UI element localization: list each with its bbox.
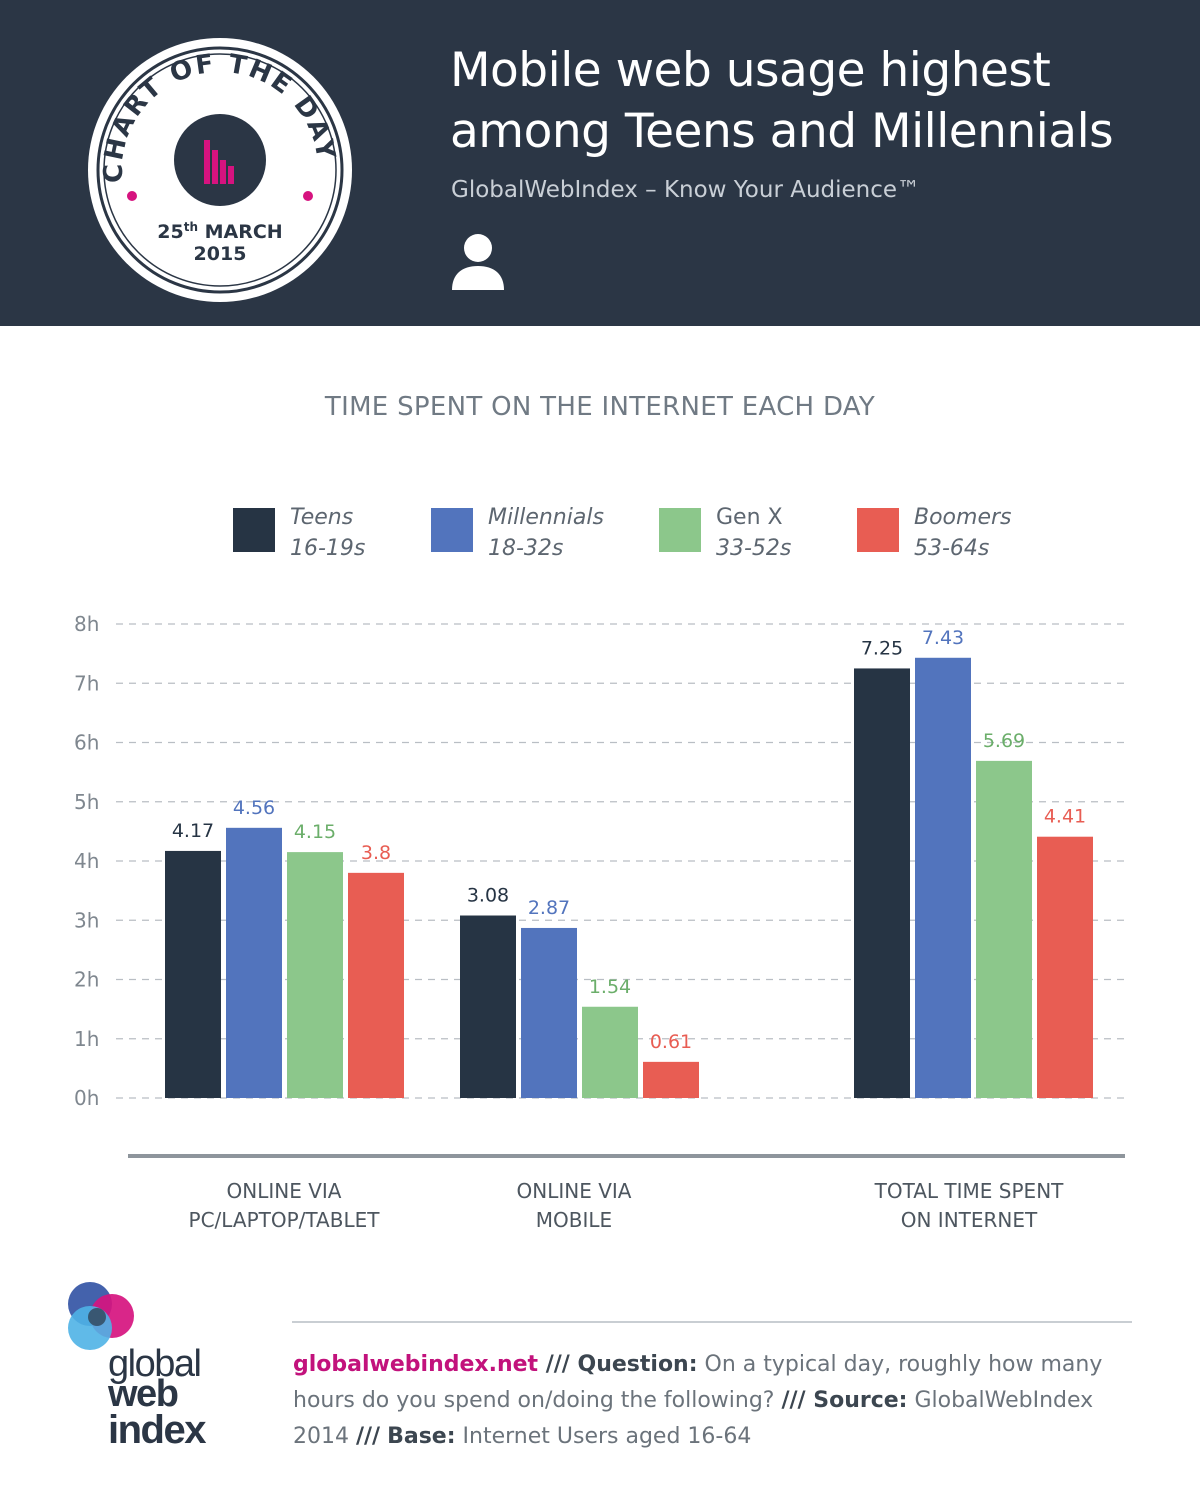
y-tick-label: 7h [74, 671, 99, 695]
title-line-1: Mobile web usage highest [450, 43, 1051, 98]
category-label: ONLINE VIA [517, 1179, 632, 1203]
y-tick-label: 6h [74, 731, 99, 755]
bar-boomers [643, 1061, 699, 1098]
y-tick-label: 5h [74, 790, 99, 814]
y-tick-label: 2h [74, 968, 99, 992]
badge-month: MARCH [205, 221, 283, 243]
data-label: 4.41 [1044, 806, 1086, 828]
separator: /// [355, 1424, 381, 1449]
y-tick-label: 3h [74, 908, 99, 932]
legend-name: Millennials [488, 505, 604, 530]
logo-line-1: global [108, 1343, 200, 1385]
logo-line-2: web [107, 1373, 178, 1415]
data-label: 4.15 [294, 821, 336, 843]
page-title: Mobile web usage highest among Teens and… [450, 40, 1170, 162]
y-tick-label: 4h [74, 849, 99, 873]
legend-name: Gen X [716, 505, 783, 530]
category-label: TOTAL TIME SPENT [874, 1179, 1065, 1203]
legend-range: 18-32s [488, 536, 564, 561]
legend-range: 33-52s [716, 536, 792, 561]
category-label: MOBILE [536, 1208, 612, 1232]
person-icon [452, 234, 504, 290]
source-label: Source: [813, 1388, 908, 1413]
bar-teens [165, 850, 221, 1098]
base-text: Internet Users aged 16-64 [455, 1424, 752, 1449]
bar-boomers [1037, 836, 1093, 1098]
bar-millennials [521, 927, 577, 1098]
legend-swatch [659, 508, 701, 552]
bar-teens [854, 668, 910, 1098]
data-label: 7.43 [922, 627, 964, 649]
source-text: GlobalWebIndex 2014 [293, 1388, 1094, 1449]
data-label: 4.17 [172, 820, 214, 842]
base-label: Base: [387, 1424, 456, 1449]
globalwebindex-logo: global web index [68, 1282, 208, 1452]
svg-text:25th MARCH: 25th MARCH [157, 220, 282, 243]
data-label: 7.25 [861, 637, 903, 659]
separator: /// [538, 1352, 578, 1377]
footer-divider [292, 1321, 1132, 1323]
data-label: 2.87 [528, 897, 570, 919]
chart-of-the-day-badge: CHART OF THE DAY 25th MARCH 2015 [87, 37, 352, 302]
site-link[interactable]: globalwebindex.net [293, 1352, 539, 1377]
bar-millennials [226, 827, 282, 1098]
badge-day: 25 [157, 221, 183, 243]
y-tick-label: 0h [74, 1086, 99, 1110]
question-label: Question: [577, 1352, 698, 1377]
badge-year: 2015 [194, 243, 247, 265]
legend-range: 16-19s [290, 536, 366, 561]
legend-name: Boomers [914, 505, 1012, 530]
footnote: globalwebindex.net /// Question: On a ty… [293, 1347, 1153, 1455]
bar-chart-icon [204, 140, 234, 184]
y-tick-label: 1h [74, 1027, 99, 1051]
data-label: 0.61 [650, 1031, 692, 1053]
bar-gen-x [287, 852, 343, 1098]
category-label: PC/LAPTOP/TABLET [189, 1208, 381, 1232]
category-label: ON INTERNET [901, 1208, 1038, 1232]
data-label: 4.56 [233, 797, 275, 819]
y-tick-label: 8h [74, 612, 99, 636]
badge-day-suffix: th [184, 220, 198, 234]
header-banner: CHART OF THE DAY 25th MARCH 2015 Mobile … [0, 0, 1200, 326]
logo-line-3: index [108, 1408, 206, 1452]
legend-swatch [233, 508, 275, 552]
chart-title: TIME SPENT ON THE INTERNET EACH DAY [324, 392, 876, 422]
legend-name: Teens [290, 505, 354, 530]
data-label: 5.69 [983, 730, 1025, 752]
bar-boomers [348, 872, 404, 1098]
legend-swatch [431, 508, 473, 552]
data-label: 3.8 [361, 842, 391, 864]
subtitle: GlobalWebIndex – Know Your Audience™ [451, 177, 921, 203]
question-text: On a typical day, roughly how many hours… [293, 1352, 1103, 1413]
x-axis-rule [128, 1154, 1125, 1158]
title-line-2: among Teens and Millennials [450, 104, 1114, 159]
bar-teens [460, 915, 516, 1098]
bar-gen-x [582, 1006, 638, 1098]
bar-chart: 0h 1h 2h 3h 4h 5h 6h 7h 8h 4.17 3.08 7.25 4.56 2.87 7.… [74, 612, 1125, 1232]
legend-swatch [857, 508, 899, 552]
legend-range: 53-64s [914, 536, 990, 561]
bar-millennials [915, 657, 971, 1098]
data-label: 1.54 [589, 976, 631, 998]
data-label: 3.08 [467, 885, 509, 907]
category-label: ONLINE VIA [227, 1179, 342, 1203]
separator: /// [781, 1388, 814, 1413]
bar-gen-x [976, 760, 1032, 1098]
